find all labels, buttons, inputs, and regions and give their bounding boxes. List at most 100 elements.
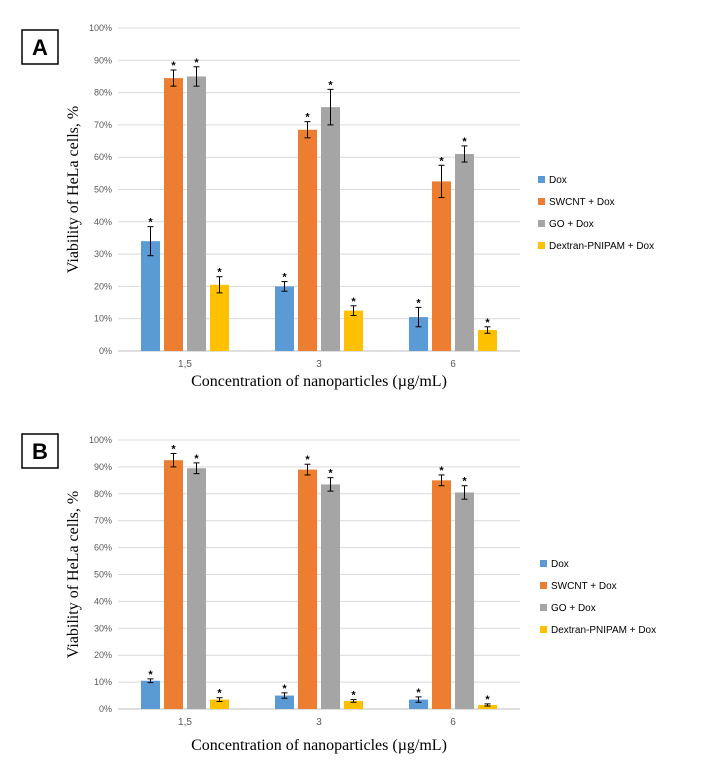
bar	[432, 480, 451, 709]
x-tick-label: 3	[316, 359, 322, 370]
significance-marker: *	[351, 690, 356, 702]
significance-marker: *	[171, 60, 176, 72]
bar	[210, 284, 229, 351]
y-tick-label: 70%	[94, 516, 112, 526]
legend-swatch	[540, 626, 547, 633]
bar	[164, 78, 183, 351]
y-axis-title: Viability of HeLa cells, %	[65, 491, 82, 658]
bar	[432, 181, 451, 351]
bar	[478, 330, 497, 351]
y-tick-label: 30%	[94, 623, 112, 633]
legend-label: Dextran-PNIPAM + Dox	[549, 241, 654, 252]
significance-marker: *	[351, 296, 356, 308]
bar	[141, 680, 160, 709]
y-tick-label: 60%	[94, 543, 112, 553]
significance-marker: *	[282, 272, 287, 284]
bar	[409, 699, 428, 709]
y-tick-label: 90%	[94, 55, 112, 65]
chart-b-svg: B 0% 10% 20% 30% 40% 50% 60% 70% 80% 90% 100% * * * * 1,…	[21, 433, 656, 754]
y-tick-label: 70%	[94, 120, 112, 130]
y-tick-label: 80%	[94, 88, 112, 98]
y-tick-label: 50%	[94, 570, 112, 580]
y-tick-label: 100%	[89, 435, 112, 445]
bar	[478, 704, 497, 709]
bar	[141, 241, 160, 351]
y-tick-label: 80%	[94, 489, 112, 499]
legend-swatch	[538, 242, 545, 249]
legend-label: SWCNT + Dox	[549, 197, 615, 208]
y-tick-label: 30%	[94, 249, 112, 259]
significance-marker: *	[485, 317, 490, 329]
legend-swatch	[540, 582, 547, 589]
y-tick-label: 50%	[94, 185, 112, 195]
y-tick-label: 0%	[99, 346, 112, 356]
significance-marker: *	[328, 468, 333, 480]
significance-marker: *	[217, 267, 222, 279]
bar	[409, 317, 428, 351]
y-tick-label: 100%	[89, 23, 112, 33]
panel-label-box	[21, 29, 59, 65]
y-tick-label: 60%	[94, 152, 112, 162]
bar	[455, 492, 474, 709]
x-axis-title: Concentration of nanoparticles (µg/mL)	[191, 737, 447, 754]
bar	[298, 469, 317, 709]
significance-marker: *	[194, 57, 199, 69]
legend-swatch	[538, 198, 545, 205]
y-tick-label: 40%	[94, 217, 112, 227]
bar	[298, 129, 317, 351]
x-tick-label: 3	[316, 717, 322, 728]
y-tick-label: 90%	[94, 462, 112, 472]
legend-swatch	[538, 176, 545, 183]
y-tick-label: 10%	[94, 677, 112, 687]
significance-marker: *	[416, 297, 421, 309]
bar	[321, 484, 340, 709]
significance-marker: *	[462, 136, 467, 148]
bar	[187, 468, 206, 709]
legend-label: Dox	[551, 559, 569, 570]
legend-swatch	[538, 220, 545, 227]
significance-marker: *	[439, 155, 444, 167]
chart-a-svg: A 0% 10% 20% 30% 40% 50% 60% 70% 80% 90% 100% * * * * 1,…	[21, 23, 654, 390]
significance-marker: *	[194, 453, 199, 465]
bar	[321, 107, 340, 351]
y-tick-label: 20%	[94, 650, 112, 660]
legend-label: GO + Dox	[551, 603, 596, 614]
legend-label: Dox	[549, 175, 567, 186]
y-tick-label: 10%	[94, 314, 112, 324]
y-tick-label: 20%	[94, 281, 112, 291]
y-tick-label: 40%	[94, 596, 112, 606]
x-axis-title: Concentration of nanoparticles (µg/mL)	[191, 373, 447, 390]
significance-marker: *	[305, 112, 310, 124]
legend-swatch	[540, 604, 547, 611]
bar	[344, 310, 363, 351]
significance-marker: *	[328, 79, 333, 91]
bar	[164, 460, 183, 709]
x-tick-label: 6	[450, 717, 456, 728]
bar	[275, 695, 294, 709]
significance-marker: *	[305, 454, 310, 466]
legend-label: SWCNT + Dox	[551, 581, 617, 592]
significance-marker: *	[148, 669, 153, 681]
significance-marker: *	[148, 217, 153, 229]
significance-marker: *	[462, 476, 467, 488]
legend-swatch	[540, 560, 547, 567]
bar	[210, 699, 229, 709]
significance-marker: *	[171, 443, 176, 455]
significance-marker: *	[485, 694, 490, 706]
legend-label: GO + Dox	[549, 219, 594, 230]
significance-marker: *	[282, 683, 287, 695]
significance-marker: *	[416, 687, 421, 699]
chart-panel-b: B 0% 10% 20% 30% 40% 50% 60% 70% 80% 90% 100% * * * * 1,…	[0, 410, 702, 763]
x-tick-label: 6	[450, 359, 456, 370]
legend-label: Dextran-PNIPAM + Dox	[551, 625, 656, 636]
chart-panel-a: A 0% 10% 20% 30% 40% 50% 60% 70% 80% 90% 100% * * * * 1,…	[21, 23, 654, 390]
panel-label: B	[32, 439, 48, 464]
x-tick-label: 1,5	[178, 359, 192, 370]
bar	[455, 153, 474, 351]
significance-marker: *	[217, 688, 222, 700]
panel-label-box	[21, 433, 59, 469]
bar	[344, 700, 363, 709]
significance-marker: *	[439, 465, 444, 477]
x-tick-label: 1,5	[178, 717, 192, 728]
bar	[275, 286, 294, 351]
